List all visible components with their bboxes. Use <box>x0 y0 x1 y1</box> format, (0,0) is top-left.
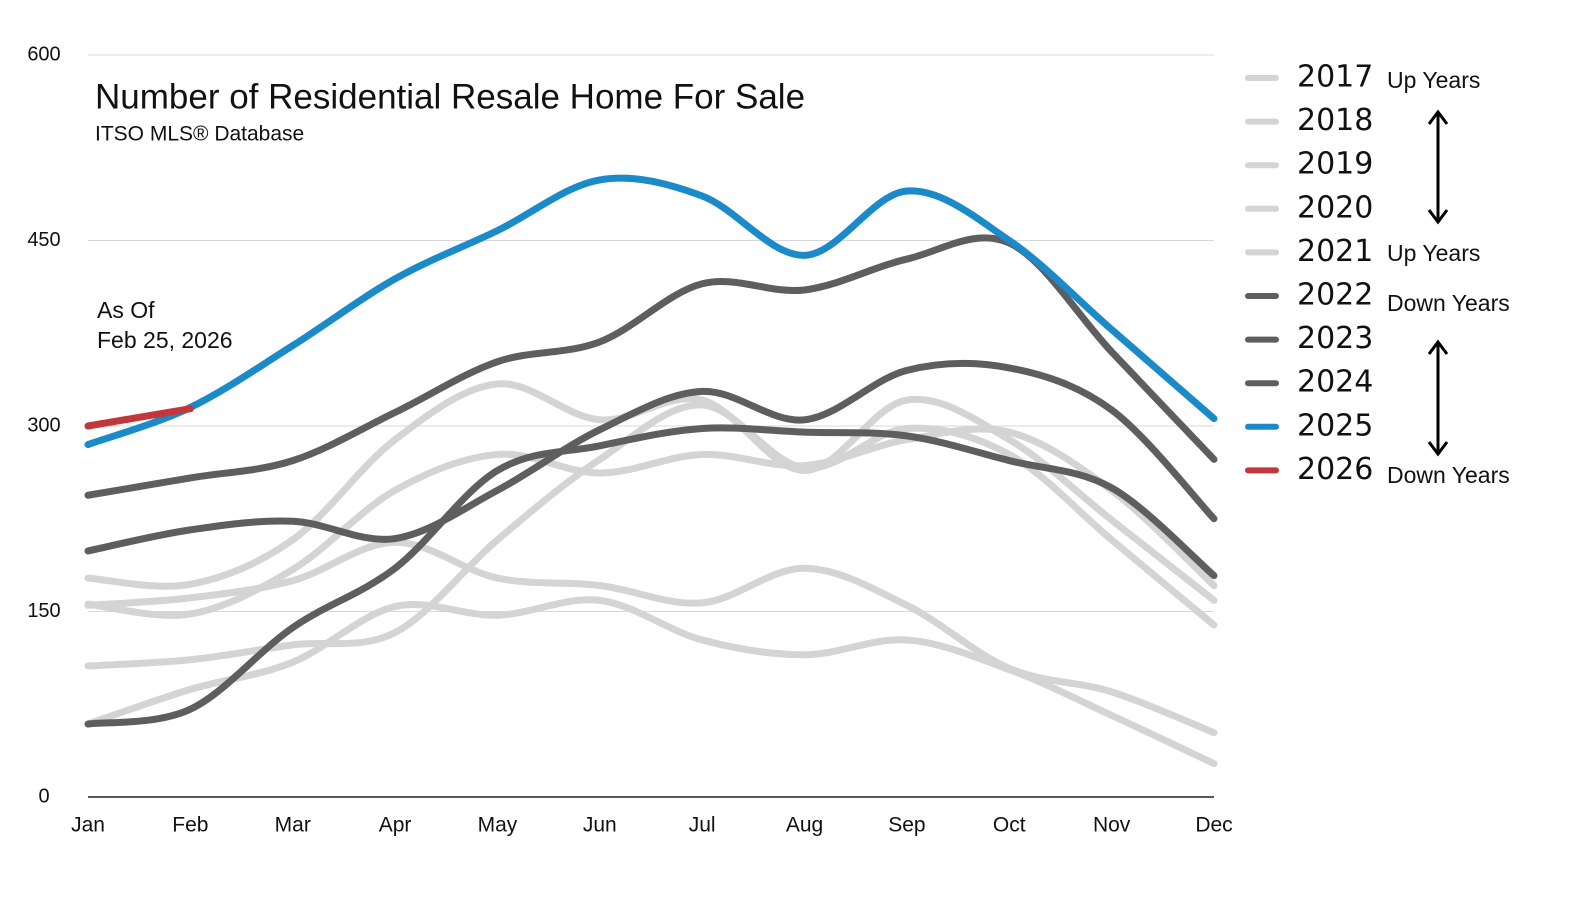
series-line <box>84 405 194 430</box>
x-tick-label: Dec <box>1195 814 1232 837</box>
legend-label: 2024 <box>1297 365 1373 400</box>
annotation: Down Years <box>1387 462 1510 488</box>
series-line <box>84 174 1218 449</box>
x-tick-label: Oct <box>993 814 1026 837</box>
chart-subtitle: ITSO MLS® Database <box>95 123 304 146</box>
x-tick-label: Aug <box>786 814 823 837</box>
series-line <box>84 425 1218 619</box>
series-line <box>84 380 1218 604</box>
arrows <box>1427 109 1449 457</box>
legend-label: 2019 <box>1297 147 1373 182</box>
legend-label: 2022 <box>1297 278 1373 313</box>
series-line <box>84 424 1218 728</box>
legend-label: 2021 <box>1297 234 1373 269</box>
legend-label: 2023 <box>1297 321 1373 356</box>
legend-label: 2025 <box>1297 408 1373 443</box>
series-line <box>84 596 1218 768</box>
annotation: Down Years <box>1387 290 1510 316</box>
note: Feb 25, 2026 <box>97 327 233 353</box>
x-tick-label: May <box>478 814 518 837</box>
legend-label: 2018 <box>1297 103 1373 138</box>
y-tick-label: 150 <box>27 600 60 622</box>
series-line <box>84 359 1218 555</box>
series-line <box>84 538 1218 737</box>
x-tick-label: Apr <box>379 814 412 837</box>
y-tick-label: 450 <box>27 229 60 251</box>
x-tick-label: Mar <box>275 814 311 837</box>
annotation: Up Years <box>1387 240 1480 266</box>
y-tick-label: 0 <box>38 785 49 807</box>
annotation: Up Years <box>1387 67 1480 93</box>
x-tick-label: Sep <box>888 814 925 837</box>
x-tick-label: Jan <box>71 814 105 837</box>
x-tick-label: Nov <box>1093 814 1131 837</box>
x-tick-label: Feb <box>172 814 208 837</box>
chart-title: Number of Residential Resale Home For Sa… <box>95 77 805 116</box>
legend-label: 2026 <box>1297 452 1373 487</box>
y-tick-label: 300 <box>27 414 60 436</box>
x-tick-label: Jun <box>583 814 617 837</box>
y-tick-label: 600 <box>27 43 60 65</box>
x-tick-label: Jul <box>689 814 716 837</box>
legend-label: 2017 <box>1297 60 1373 95</box>
legend-label: 2020 <box>1297 190 1373 225</box>
note: As Of <box>97 297 155 323</box>
